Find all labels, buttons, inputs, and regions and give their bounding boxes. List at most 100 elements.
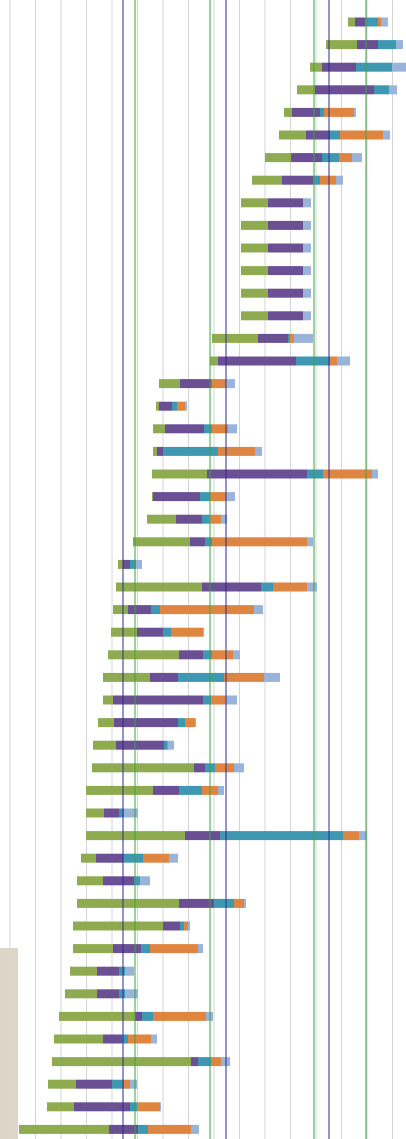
offset-segment xyxy=(0,673,103,682)
offset-segment xyxy=(0,221,241,230)
bar-segment xyxy=(381,17,388,27)
bar-segment xyxy=(81,853,96,863)
bar-segment xyxy=(357,40,378,50)
offset-segment xyxy=(0,537,133,546)
bar-segment xyxy=(356,62,392,72)
bar-segment xyxy=(141,944,150,954)
bar-segment xyxy=(119,808,124,818)
bar-segment xyxy=(372,469,378,479)
bar-segment xyxy=(241,311,268,321)
bar-segment xyxy=(265,153,291,163)
grid xyxy=(9,0,393,1139)
bar-segment xyxy=(52,1057,191,1067)
offset-segment xyxy=(0,741,93,750)
bar-segment xyxy=(159,379,180,389)
bar-segment xyxy=(241,243,268,253)
bar-segment xyxy=(65,989,97,999)
bar-segment xyxy=(163,627,171,637)
offset-segment xyxy=(0,515,147,524)
bar-segment xyxy=(151,1034,157,1044)
offset-segment xyxy=(0,131,279,140)
bar-segment xyxy=(203,695,211,705)
bar-segment xyxy=(92,763,194,773)
side-panel xyxy=(0,948,18,1139)
offset-segment xyxy=(0,922,73,931)
bar-segment xyxy=(169,853,178,863)
bar-segment xyxy=(108,650,179,660)
bar-segment xyxy=(153,424,165,434)
bar-segment xyxy=(234,898,244,908)
bar-segment xyxy=(123,559,130,569)
bar-segment xyxy=(297,85,315,95)
bar-segment xyxy=(313,175,320,185)
bar-segment xyxy=(211,695,225,705)
bar-segment xyxy=(365,17,378,27)
bar-segment xyxy=(130,1079,137,1089)
bar-segment xyxy=(273,582,307,592)
bar-segment xyxy=(93,740,116,750)
bar-segment xyxy=(113,944,141,954)
bar-segment xyxy=(296,356,330,366)
bar-segment xyxy=(116,582,202,592)
bar-segment xyxy=(47,1102,74,1112)
bar-segment xyxy=(103,695,113,705)
bar-segment xyxy=(324,107,354,117)
bar-segment xyxy=(241,288,268,298)
bar-segment xyxy=(156,401,159,411)
bar-segment xyxy=(198,944,203,954)
bar-segment xyxy=(113,695,203,705)
bar-segment xyxy=(134,876,140,886)
bar-segment xyxy=(268,220,303,230)
bar-segment xyxy=(202,514,209,524)
bar-segment xyxy=(177,401,185,411)
bar-segment xyxy=(268,198,303,208)
offset-segment xyxy=(0,447,153,456)
bar-segment xyxy=(118,559,123,569)
bar-segment xyxy=(326,40,357,50)
bar-segment xyxy=(221,514,227,524)
bar-segment xyxy=(211,1057,221,1067)
bar-segment xyxy=(159,401,172,411)
bar-segment xyxy=(124,808,138,818)
bar-segment xyxy=(179,650,203,660)
bar-segment xyxy=(225,695,237,705)
offset-segment xyxy=(0,786,86,795)
bar-segment xyxy=(211,379,212,389)
bar-segment xyxy=(205,537,212,547)
bar-segment xyxy=(73,944,113,954)
bar-segment xyxy=(207,469,307,479)
bar-segment xyxy=(200,492,210,502)
bar-segment xyxy=(203,627,204,637)
bar-segment xyxy=(210,492,226,502)
bar-segment xyxy=(185,401,187,411)
offset-segment xyxy=(0,650,108,659)
bar-segment xyxy=(86,808,104,818)
bar-segment xyxy=(160,1102,161,1112)
bar-segment xyxy=(153,785,179,795)
bar-segment xyxy=(337,356,350,366)
bar-segment xyxy=(148,1124,191,1134)
bar-segment xyxy=(133,537,190,547)
bar-segment xyxy=(294,333,313,343)
bar-segment xyxy=(179,785,202,795)
bar-segment xyxy=(130,559,136,569)
bar-segment xyxy=(180,379,211,389)
bar-segment xyxy=(282,175,313,185)
offset-segment xyxy=(0,605,113,614)
bar-segment xyxy=(164,740,167,750)
bar-segment xyxy=(19,1124,109,1134)
bar-segment xyxy=(179,898,214,908)
bars xyxy=(0,17,406,1134)
bar-segment xyxy=(212,537,307,547)
bar-segment xyxy=(234,763,244,773)
bar-segment xyxy=(176,514,202,524)
offset-segment xyxy=(0,18,348,27)
bar-segment xyxy=(153,492,200,502)
bar-segment xyxy=(220,831,343,841)
bar-segment xyxy=(343,831,359,841)
bar-segment xyxy=(215,763,234,773)
bar-segment xyxy=(307,537,313,547)
bar-segment xyxy=(261,582,273,592)
offset-segment xyxy=(0,108,284,117)
